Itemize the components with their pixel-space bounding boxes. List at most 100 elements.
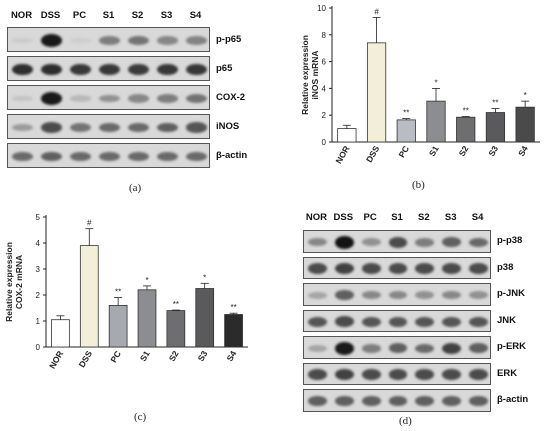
blot-strip-1 <box>303 230 491 253</box>
blot-band <box>128 151 149 162</box>
lane-header-dss: DSS <box>333 212 354 223</box>
blot-band <box>308 396 327 407</box>
y-tick-label: 4 <box>36 239 41 248</box>
y-tick-label: 3 <box>36 265 41 274</box>
blot-strip-5 <box>7 143 210 168</box>
y-axis-label: Relative expression <box>4 242 14 322</box>
significance-mark: ** <box>492 99 498 108</box>
x-tick-label: NOR <box>47 349 65 370</box>
blot-band <box>70 37 91 44</box>
blot-label: iNOS <box>216 120 240 132</box>
significance-mark: ** <box>463 107 469 116</box>
blot-band <box>469 237 488 247</box>
lane-header-s4: S4 <box>189 10 202 21</box>
bar-s2 <box>166 310 186 348</box>
bar-s3 <box>195 288 215 348</box>
blot-band <box>469 369 488 381</box>
blot-strip-3 <box>7 85 210 110</box>
blot-band <box>12 95 33 102</box>
lane-header-pc: PC <box>363 212 377 223</box>
blot-band <box>415 237 435 247</box>
lane-header-s2: S2 <box>418 212 430 223</box>
lane-header-s4: S4 <box>471 212 484 223</box>
blot-band <box>12 37 33 44</box>
blot-band <box>99 122 120 133</box>
significance-mark: * <box>145 276 148 285</box>
significance-mark: # <box>374 7 379 16</box>
bar-dss <box>366 42 387 143</box>
blot-band <box>70 63 91 76</box>
significance-mark: * <box>524 91 527 100</box>
blot-band <box>469 343 488 354</box>
y-axis-label: COX-2 mRNA <box>14 255 24 309</box>
x-tick-label: PC <box>396 144 411 159</box>
blot-band <box>41 122 62 133</box>
lane-header-s1: S1 <box>391 212 403 223</box>
x-tick-label: S3 <box>486 144 500 158</box>
blot-band <box>334 369 354 381</box>
blot-strip-7 <box>303 389 491 412</box>
significance-mark: * <box>203 273 206 282</box>
x-tick-label: S3 <box>196 349 210 363</box>
x-tick-label: DSS <box>364 144 382 164</box>
x-tick-label: S1 <box>138 349 152 363</box>
blot-band <box>388 396 408 407</box>
blot-band <box>415 291 435 300</box>
significance-mark: ** <box>403 109 409 118</box>
blot-band <box>361 369 381 381</box>
panel-d: NOR DSS PC S1 S2 S3 S4 p-p38 p38 p-JNK JNK p-ERK ER… <box>295 210 550 412</box>
bar-nor <box>337 128 357 143</box>
blot-strip-4 <box>303 309 491 332</box>
blot-strip-5 <box>303 336 491 359</box>
blot-band <box>41 151 62 162</box>
lane-header-nor: NOR <box>305 212 327 223</box>
lane-header-s3: S3 <box>444 212 457 223</box>
blot-label: JNK <box>497 314 517 326</box>
y-tick-label: 0 <box>36 343 41 352</box>
lane-header-pc: PC <box>72 10 87 21</box>
y-tick-label: 2 <box>36 291 41 300</box>
blot-band <box>99 63 120 76</box>
blot-label: p-ERK <box>497 341 527 353</box>
blot-band <box>128 94 149 103</box>
blot-band <box>186 122 207 133</box>
blot-band <box>41 63 62 76</box>
blot-band <box>41 92 62 105</box>
panel-d-caption: (d) <box>399 415 412 427</box>
significance-mark: ** <box>230 303 236 312</box>
blot-band <box>99 36 120 45</box>
bar-s1 <box>426 100 446 143</box>
blot-label: ERK <box>497 367 518 379</box>
blot-band <box>415 316 435 327</box>
significance-mark: * <box>434 78 437 87</box>
blot-band <box>70 151 91 162</box>
x-tick-label: DSS <box>77 349 95 369</box>
blot-strip-1 <box>7 27 210 52</box>
significance-mark: ** <box>115 288 121 297</box>
blot-band <box>308 344 327 352</box>
bar-s1 <box>137 289 157 348</box>
blot-strip-4 <box>7 114 210 139</box>
blot-band <box>361 343 381 353</box>
blot-band <box>157 94 178 103</box>
panel-c-chart: 0 1 2 3 4 5 Relative expression COX-2 mRNA NOR # D… <box>4 213 248 370</box>
significance-mark: # <box>87 219 92 228</box>
blot-band <box>12 123 33 132</box>
blot-band <box>415 343 435 353</box>
lane-header-s1: S1 <box>102 10 115 21</box>
lane-header-nor: NOR <box>10 10 33 21</box>
blot-band <box>415 263 435 275</box>
blot-band <box>361 238 381 247</box>
blot-band <box>157 122 178 133</box>
blot-label: β-actin <box>497 394 529 406</box>
blot-band <box>442 369 462 381</box>
blot-label: p-JNK <box>497 288 525 300</box>
bar-s4 <box>224 314 243 348</box>
blot-band <box>308 316 327 327</box>
panel-a: NOR DSS PC S1 S2 S3 S4 p-p65 p65 COX-2 iNOS β-acti… <box>0 0 280 200</box>
y-tick-label: 2 <box>322 111 327 120</box>
blot-band <box>70 95 91 102</box>
blot-band <box>99 151 120 162</box>
blot-band <box>157 63 178 76</box>
blot-strip-6 <box>303 362 491 385</box>
